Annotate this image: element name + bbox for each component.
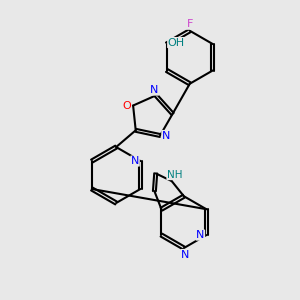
Text: F: F: [187, 19, 193, 29]
Text: N: N: [181, 250, 190, 260]
Text: O: O: [122, 100, 131, 110]
Text: N: N: [196, 230, 205, 240]
Text: N: N: [150, 85, 159, 95]
Text: N: N: [131, 156, 139, 166]
Text: N: N: [162, 130, 170, 140]
Text: OH: OH: [168, 38, 185, 47]
Text: NH: NH: [167, 169, 182, 180]
